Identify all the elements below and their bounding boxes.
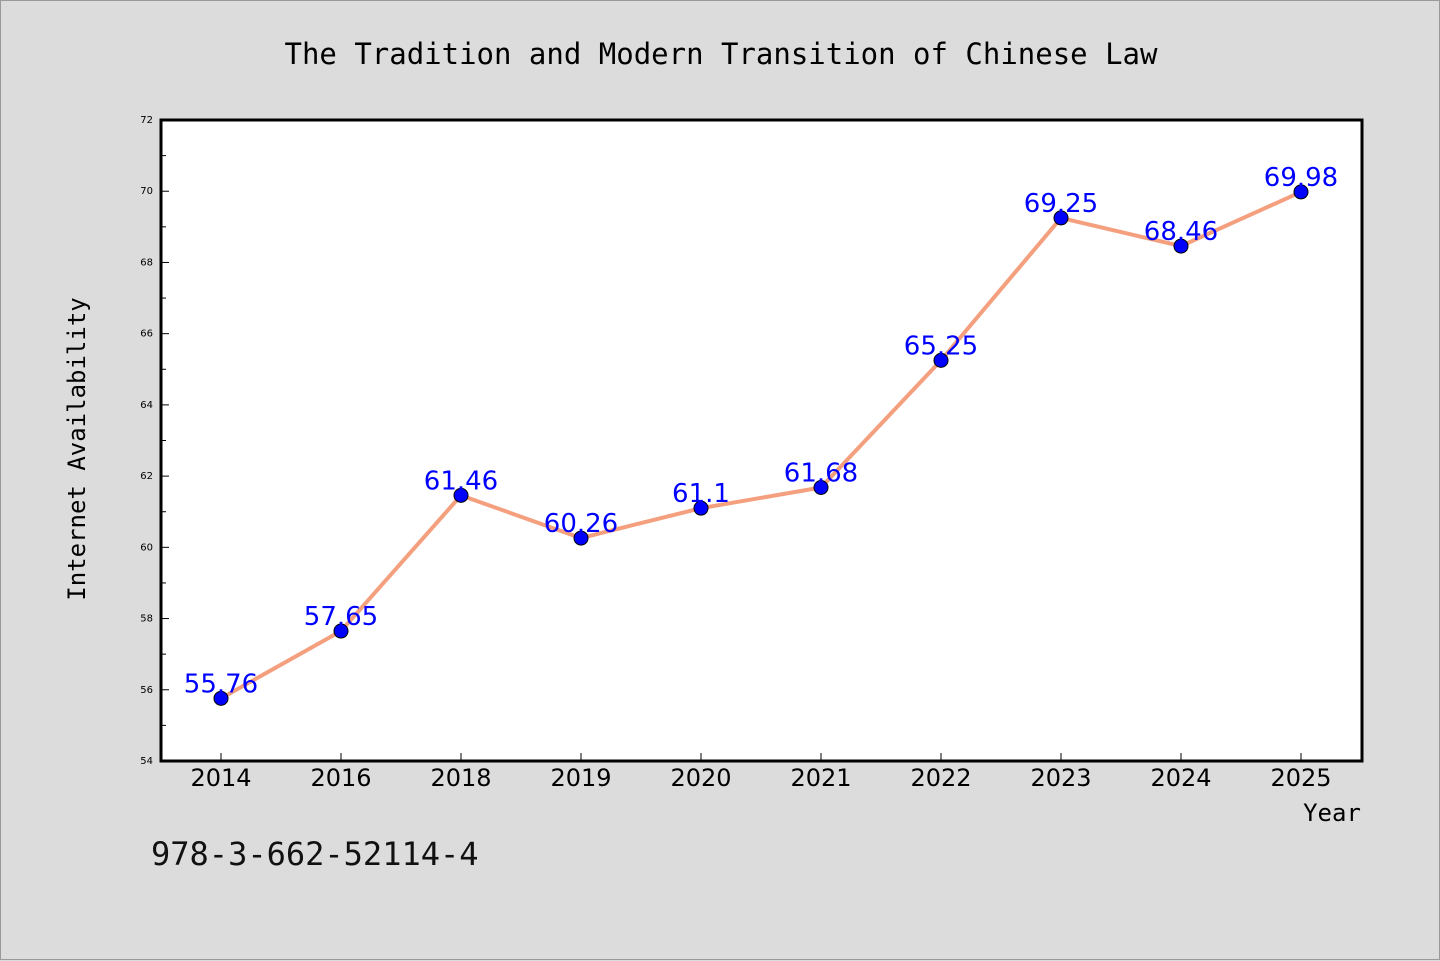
data-point [1173,238,1189,254]
y-tick-label: 72 [140,115,153,126]
data-label: 69.98 [1264,163,1338,193]
data-point [453,487,469,503]
chart-title: The Tradition and Modern Transition of C… [285,37,1159,71]
x-tick-label: 2022 [910,764,971,792]
data-label: 61.46 [424,466,498,496]
x-tick-label: 2019 [550,764,611,792]
y-tick-label: 66 [140,329,153,340]
y-tick-label: 58 [140,614,153,625]
y-tick-label: 70 [140,186,153,197]
data-label: 55.76 [184,669,258,699]
x-tick-label: 2016 [310,764,371,792]
x-tick-label: 2025 [1270,764,1331,792]
x-tick-label: 2020 [670,764,731,792]
series-group: 55.76 57.65 61.46 60.26 61.1 61.68 65.25 69.25 6… [184,163,1338,706]
y-axis-label: Internet Availability [63,297,91,600]
data-label: 61.1 [672,479,730,509]
data-point [1053,210,1069,226]
isbn-text: 978-3-662-52114-4 [151,835,479,873]
data-label: 60.26 [544,509,618,539]
y-tick-label: 56 [140,685,153,696]
data-label: 69.25 [1024,189,1098,219]
data-label: 57.65 [304,602,378,632]
data-point [1293,184,1309,200]
x-axis-label: Year [1303,799,1361,827]
x-tick-label: 2021 [790,764,851,792]
x-tick-label: 2014 [190,764,251,792]
y-tick-label: 68 [140,257,153,268]
y-tick-label: 64 [140,400,153,411]
data-point [213,690,229,706]
plot-area [159,118,1364,763]
data-point [813,480,829,496]
x-tick-label: 2024 [1150,764,1211,792]
x-tick-label: 2023 [1030,764,1091,792]
y-tick-label: 54 [140,756,153,767]
y-tick-label: 62 [140,471,153,482]
x-tick-label: 2018 [430,764,491,792]
data-point [693,500,709,516]
x-axis: 2014 2016 2018 2019 2020 2021 2022 2023 2024 2025 [190,753,1332,792]
data-label: 68.46 [1144,217,1218,247]
data-point [573,530,589,546]
data-point [933,352,949,368]
data-point [333,623,349,639]
y-axis: 54 56 58 60 62 64 66 68 70 72 [140,115,169,767]
data-label: 61.68 [784,459,858,489]
y-tick-label: 60 [140,542,153,553]
series-line [220,190,1302,701]
data-label: 65.25 [904,331,978,361]
